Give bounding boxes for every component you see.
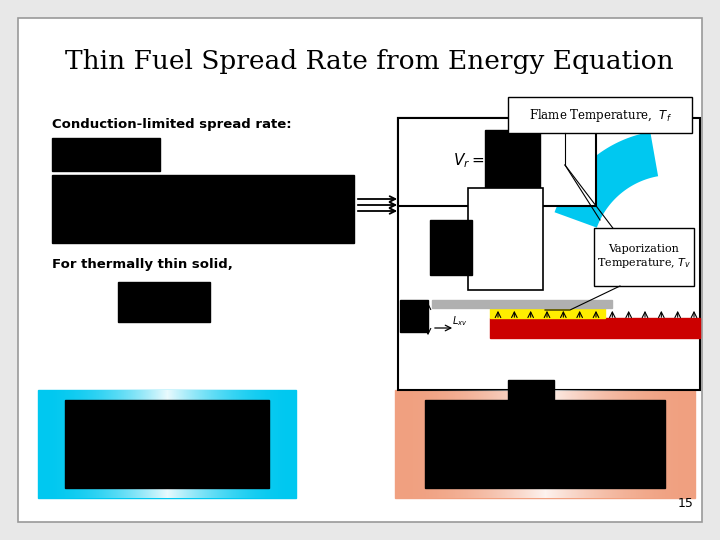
Text: Flame Temperature,  $T_f$: Flame Temperature, $T_f$ <box>528 106 672 124</box>
Text: $V_r = V_g + V_f$: $V_r = V_g + V_f$ <box>453 152 541 172</box>
Bar <box>490 318 700 338</box>
Bar <box>490 308 605 318</box>
Bar <box>400 300 428 332</box>
Bar <box>65 400 269 488</box>
Bar <box>118 282 210 322</box>
Bar <box>508 380 554 410</box>
Bar <box>594 228 694 286</box>
Bar <box>508 97 692 133</box>
Bar <box>395 390 695 498</box>
Bar <box>52 175 354 243</box>
Bar <box>432 300 612 308</box>
Text: Vaporization
Temperature, $T_v$: Vaporization Temperature, $T_v$ <box>597 244 691 270</box>
Bar <box>398 118 700 390</box>
Bar <box>425 400 665 488</box>
Bar <box>468 188 543 290</box>
Bar <box>52 138 160 171</box>
Text: 15: 15 <box>678 497 694 510</box>
Bar <box>430 220 472 275</box>
Text: $L_{xv}$: $L_{xv}$ <box>452 314 467 328</box>
Bar <box>485 130 540 188</box>
Text: For thermally thin solid,: For thermally thin solid, <box>52 258 233 271</box>
PathPatch shape <box>554 132 658 228</box>
Bar <box>38 390 296 498</box>
Text: Thin Fuel Spread Rate from Energy Equation: Thin Fuel Spread Rate from Energy Equati… <box>65 50 674 75</box>
Text: Conduction-limited spread rate:: Conduction-limited spread rate: <box>52 118 292 131</box>
Bar <box>398 118 596 206</box>
Text: $V_f$: $V_f$ <box>415 320 428 334</box>
